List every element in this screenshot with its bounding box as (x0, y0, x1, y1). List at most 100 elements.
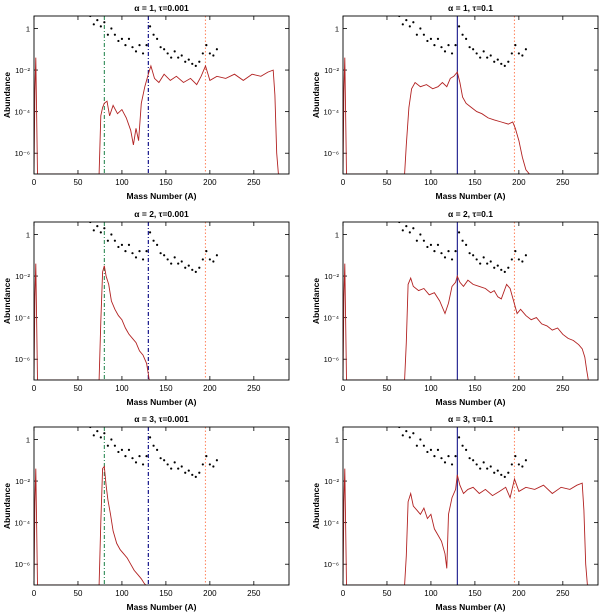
solar-abundance-point (405, 19, 408, 22)
solar-abundance-point (496, 264, 499, 267)
x-tick-label: 250 (247, 384, 261, 393)
solar-abundance-point (524, 48, 527, 51)
plot-frame (342, 221, 599, 381)
solar-abundance-point (212, 465, 215, 468)
solar-abundance-point (177, 467, 180, 470)
solar-abundance-point (482, 461, 485, 464)
solar-abundance-point (106, 239, 109, 242)
y-axis-label: Abundance (2, 72, 12, 119)
x-tick-label: 200 (203, 178, 217, 187)
solar-abundance-point (433, 44, 436, 47)
solar-abundance-point (99, 231, 102, 234)
solar-abundance-point (486, 56, 489, 59)
chart-title: α = 2, τ=0.001 (134, 209, 189, 219)
solar-abundance-point (138, 455, 141, 458)
solar-abundance-point (170, 467, 173, 470)
solar-abundance-point (141, 463, 145, 466)
x-tick-label: 200 (203, 384, 217, 393)
abundance-curve-calculated (34, 263, 150, 380)
solar-abundance-point (468, 46, 471, 49)
solar-abundance-point (141, 52, 145, 55)
x-tick-label: 250 (556, 178, 570, 187)
solar-abundance-point (408, 25, 411, 28)
solar-abundance-point (401, 434, 404, 437)
solar-abundance-point (489, 260, 492, 263)
chart-title: α = 1, τ=0.001 (134, 3, 189, 13)
y-tick-label: 1 (335, 435, 339, 444)
solar-abundance-point (208, 52, 211, 55)
solar-abundance-point (422, 444, 425, 447)
x-tick-label: 50 (74, 589, 83, 598)
solar-abundance-point (412, 21, 415, 24)
solar-abundance-point (106, 33, 109, 36)
solar-abundance-point (120, 243, 124, 246)
solar-abundance-point (419, 27, 422, 30)
solar-abundance-point (152, 33, 155, 36)
solar-abundance-point (163, 48, 166, 51)
solar-abundance-point (173, 50, 176, 53)
solar-abundance-point (184, 60, 187, 63)
solar-abundance-point (521, 465, 524, 468)
solar-abundance-point (440, 46, 443, 49)
x-tick-label: 50 (383, 178, 392, 187)
solar-abundance-point (194, 270, 197, 273)
solar-abundance-point (184, 266, 187, 269)
x-tick-label: 250 (247, 178, 261, 187)
solar-abundance-point (465, 37, 468, 40)
solar-abundance-point (117, 39, 120, 43)
solar-abundance-point (436, 37, 440, 40)
solar-abundance-point (215, 48, 218, 51)
x-tick-label: 100 (424, 589, 438, 598)
solar-abundance-point (475, 258, 478, 261)
plot-frame (342, 426, 599, 586)
solar-abundance-point (198, 266, 201, 269)
x-tick-label: 250 (247, 589, 261, 598)
y-tick-label: 10⁻² (324, 66, 339, 75)
x-tick-label: 0 (32, 178, 37, 187)
y-tick-label: 10⁻⁶ (324, 149, 339, 158)
x-tick-label: 150 (159, 384, 173, 393)
x-tick-label: 100 (424, 384, 438, 393)
solar-abundance-point (170, 56, 173, 59)
solar-abundance-point (514, 455, 517, 458)
solar-abundance-point (180, 54, 183, 57)
solar-abundance-point (96, 430, 99, 433)
x-axis-label: Mass Number (A) (436, 191, 506, 201)
solar-abundance-point (166, 52, 169, 55)
chart-panel-5: α = 3, τ=0.001 Mass Number (A) Abundance 0 5… (2, 414, 290, 612)
solar-abundance-point (412, 432, 415, 435)
x-tick-label: 100 (115, 589, 129, 598)
solar-abundance-point (148, 25, 152, 28)
solar-abundance-point (415, 444, 418, 447)
x-axis-label: Mass Number (A) (436, 602, 506, 612)
solar-abundance-point (436, 243, 440, 246)
x-tick-label: 50 (74, 178, 83, 187)
chart-panel-4: α = 2, τ=0.1 Mass Number (A) Abundance 0 50 1… (311, 209, 599, 407)
chart-title: α = 3, τ=0.001 (134, 414, 189, 424)
solar-abundance-point (465, 448, 468, 451)
solar-abundance-point (524, 254, 527, 257)
solar-abundance-point (493, 266, 496, 269)
solar-abundance-point (440, 252, 443, 255)
solar-abundance-point (163, 459, 166, 462)
solar-abundance-point (124, 250, 127, 253)
solar-abundance-point (205, 250, 208, 253)
x-axis-label: Mass Number (A) (127, 602, 197, 612)
solar-abundance-point (507, 471, 510, 474)
solar-abundance-point (201, 52, 204, 55)
solar-abundance-point (500, 62, 503, 65)
abundance-curve-calculated (343, 57, 530, 174)
y-tick-label: 10⁻² (15, 272, 30, 281)
chart-panel-1: α = 1, τ=0.001 Mass Number (A) Abundance 0 5… (2, 3, 290, 201)
solar-abundance-point (215, 254, 218, 257)
solar-abundance-point (496, 469, 499, 472)
solar-abundance-point (514, 250, 517, 253)
solar-abundance-point (457, 436, 461, 439)
solar-abundance-point (447, 44, 450, 47)
x-axis-label: Mass Number (A) (127, 191, 197, 201)
solar-abundance-point (145, 250, 148, 253)
solar-abundance-point (405, 225, 408, 228)
x-tick-label: 200 (512, 178, 526, 187)
solar-abundance-point (482, 256, 485, 259)
